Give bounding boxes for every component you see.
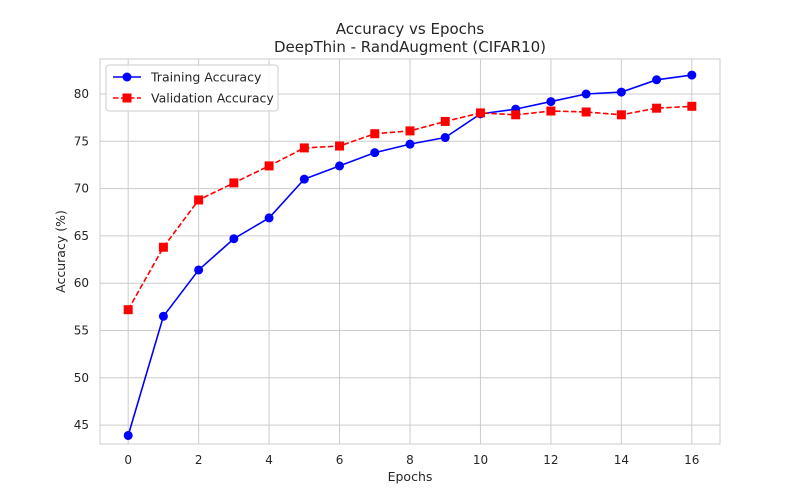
- y-tick-label: 45: [74, 418, 89, 432]
- training-accuracy-point: [652, 75, 662, 85]
- series-layer: [123, 70, 697, 440]
- validation-accuracy-point: [229, 178, 239, 188]
- x-tick-label: 8: [406, 453, 414, 467]
- validation-accuracy-point: [264, 161, 274, 171]
- legend-box: [105, 64, 279, 112]
- y-tick-label: 70: [74, 182, 89, 196]
- training-accuracy-point: [581, 89, 591, 99]
- validation-accuracy-point: [335, 141, 345, 151]
- validation-accuracy-point: [158, 242, 168, 252]
- training-accuracy-point: [264, 213, 274, 223]
- y-tick-label: 65: [74, 229, 89, 243]
- chart-title: Accuracy vs Epochs: [336, 20, 485, 38]
- grid: [100, 59, 720, 444]
- validation-accuracy-point: [440, 116, 450, 126]
- y-axis-label: Accuracy (%): [53, 210, 68, 293]
- x-tick-label: 14: [614, 453, 629, 467]
- chart-subtitle: DeepThin - RandAugment (CIFAR10): [274, 38, 546, 56]
- validation-accuracy-point: [370, 129, 380, 139]
- x-tick-label: 16: [684, 453, 699, 467]
- training-accuracy-point: [405, 139, 415, 149]
- validation-accuracy-point: [299, 143, 309, 153]
- training-accuracy-point: [299, 174, 309, 184]
- x-tick-label: 12: [543, 453, 558, 467]
- legend: Training Accuracy Validation Accuracy: [105, 64, 279, 112]
- validation-accuracy-point: [652, 103, 662, 113]
- x-tick-label: 6: [336, 453, 344, 467]
- validation-accuracy-point: [687, 101, 697, 111]
- validation-accuracy-point: [511, 110, 521, 120]
- training-accuracy-point: [229, 234, 239, 244]
- training-accuracy-point: [687, 70, 697, 80]
- legend-marker-training: [122, 72, 132, 82]
- training-accuracy-point: [370, 148, 380, 158]
- validation-accuracy-point: [194, 195, 204, 205]
- y-tick-label: 55: [74, 323, 89, 337]
- x-tick-label: 2: [195, 453, 203, 467]
- y-tick-label: 80: [74, 87, 89, 101]
- training-accuracy-point: [158, 311, 168, 321]
- y-tick-label: 60: [74, 276, 89, 290]
- validation-accuracy-point: [546, 106, 556, 116]
- legend-label-validation: Validation Accuracy: [151, 91, 274, 106]
- tick-labels: 0 2 4 6 8 10 12 14 16 45 50 55 60 65 70 75 80: [74, 87, 700, 467]
- validation-accuracy-point: [616, 110, 626, 120]
- y-tick-label: 75: [74, 134, 89, 148]
- training-accuracy-point: [440, 133, 450, 143]
- validation-accuracy-point: [123, 305, 133, 315]
- x-tick-label: 4: [265, 453, 273, 467]
- training-accuracy-point: [123, 430, 133, 440]
- training-accuracy-point: [616, 87, 626, 97]
- x-axis-label: Epochs: [388, 469, 433, 484]
- series-validation-accuracy: [123, 101, 697, 315]
- x-tick-label: 10: [473, 453, 488, 467]
- y-tick-label: 50: [74, 371, 89, 385]
- training-accuracy-point: [335, 161, 345, 171]
- validation-accuracy-point: [405, 126, 415, 136]
- validation-accuracy-point: [581, 107, 591, 117]
- legend-label-training: Training Accuracy: [150, 70, 262, 85]
- plot-frame: [99, 58, 721, 445]
- validation-accuracy-point: [475, 108, 485, 118]
- training-accuracy-point: [546, 97, 556, 107]
- legend-marker-validation: [122, 93, 132, 103]
- training-accuracy-point: [194, 265, 204, 275]
- x-tick-label: 0: [124, 453, 132, 467]
